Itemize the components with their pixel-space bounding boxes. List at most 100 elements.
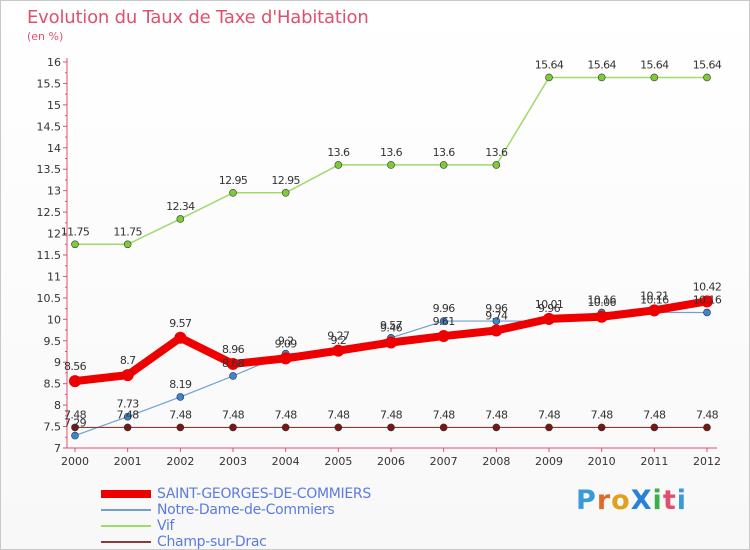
data-label: 8.7 xyxy=(120,354,136,367)
y-tick-label: 13.5 xyxy=(37,163,62,176)
data-label: 9.74 xyxy=(485,309,508,322)
data-label: 13.6 xyxy=(327,146,350,159)
y-tick-label: 9 xyxy=(54,356,61,369)
data-label: 7.48 xyxy=(117,408,140,421)
x-tick-label: 2010 xyxy=(588,455,616,468)
data-label: 12.34 xyxy=(166,200,195,213)
data-label: 7.48 xyxy=(538,408,561,421)
proxiti-logo: ProXiti xyxy=(576,485,687,516)
y-tick-label: 9.5 xyxy=(44,335,62,348)
chart-subtitle: (en %) xyxy=(27,30,64,43)
data-point xyxy=(597,423,606,432)
data-label: 15.64 xyxy=(587,58,616,71)
data-label: 15.64 xyxy=(535,58,564,71)
data-point xyxy=(650,73,659,82)
legend-item: SAINT-GEORGES-DE-COMMIERS xyxy=(101,486,371,502)
y-tick-label: 14.5 xyxy=(37,120,62,133)
data-point xyxy=(121,369,134,382)
y-tick-label: 8 xyxy=(54,399,61,412)
data-point xyxy=(545,73,553,82)
legend-swatch xyxy=(101,509,151,511)
x-tick-label: 2004 xyxy=(272,455,300,468)
data-label: 8.68 xyxy=(222,357,245,370)
data-point xyxy=(279,352,292,365)
data-label: 7.73 xyxy=(117,398,140,411)
data-point xyxy=(123,423,132,432)
x-tick-label: 2011 xyxy=(640,455,668,468)
data-label: 11.75 xyxy=(61,225,90,238)
data-point xyxy=(176,423,185,432)
data-point xyxy=(281,189,290,197)
data-label: 10.16 xyxy=(587,293,616,306)
data-point xyxy=(648,304,661,317)
x-tick-label: 2003 xyxy=(219,455,247,468)
data-point xyxy=(703,73,711,82)
x-tick-label: 2008 xyxy=(482,455,510,468)
data-point xyxy=(334,161,343,169)
data-point xyxy=(545,423,553,432)
data-label: 10.21 xyxy=(640,289,669,302)
y-tick-label: 10 xyxy=(47,313,61,326)
data-label: 10.42 xyxy=(693,280,722,293)
data-label: 10.06 xyxy=(587,296,616,309)
chart-title: Evolution du Taux de Taxe d'Habitation xyxy=(27,7,369,28)
data-point xyxy=(490,324,503,337)
x-tick-label: 2006 xyxy=(377,455,405,468)
data-label: 7.48 xyxy=(222,408,245,421)
data-label: 15.64 xyxy=(640,58,669,71)
data-label: 11.75 xyxy=(113,225,142,238)
data-label: 13.6 xyxy=(380,146,403,159)
legend-label: Vif xyxy=(157,518,175,534)
data-point xyxy=(387,161,395,169)
x-tick-label: 2000 xyxy=(61,455,89,468)
y-tick-label: 7 xyxy=(54,442,61,455)
data-label: 9.96 xyxy=(433,302,456,315)
data-point xyxy=(71,431,79,440)
data-point xyxy=(71,240,79,249)
data-point xyxy=(703,308,711,317)
x-tick-label: 2002 xyxy=(166,455,194,468)
y-tick-label: 10.5 xyxy=(37,292,62,305)
legend-swatch xyxy=(101,490,151,498)
data-label: 9.46 xyxy=(380,321,403,334)
data-label: 13.6 xyxy=(433,146,456,159)
y-tick-label: 11 xyxy=(47,270,61,283)
data-label: 12.95 xyxy=(271,174,300,187)
data-label: 7.48 xyxy=(275,408,298,421)
data-label: 10.16 xyxy=(693,293,722,306)
y-tick-label: 8.5 xyxy=(44,378,62,391)
y-tick-label: 13 xyxy=(47,185,61,198)
y-tick-label: 14 xyxy=(47,142,61,155)
y-tick-label: 15 xyxy=(47,99,61,112)
data-point xyxy=(543,312,555,325)
data-point xyxy=(597,73,606,82)
y-tick-label: 12 xyxy=(47,228,61,241)
data-label: 7.48 xyxy=(591,408,614,421)
data-point xyxy=(176,215,185,223)
data-point xyxy=(227,357,239,370)
data-point xyxy=(176,393,185,401)
data-label: 9.96 xyxy=(485,302,508,315)
data-point xyxy=(492,161,501,169)
data-point xyxy=(701,295,713,308)
data-label: 7.48 xyxy=(380,408,403,421)
data-label: 9.57 xyxy=(169,317,192,330)
data-label: 7.48 xyxy=(327,408,350,421)
data-label: 8.96 xyxy=(222,343,245,356)
data-label: 8.19 xyxy=(169,378,192,391)
data-label: 15.64 xyxy=(693,58,722,71)
x-tick-label: 2007 xyxy=(430,455,458,468)
data-point xyxy=(437,330,450,343)
data-label: 9.61 xyxy=(433,315,455,328)
data-point xyxy=(439,423,448,432)
data-point xyxy=(281,423,290,432)
data-point xyxy=(229,372,237,380)
x-tick-label: 2005 xyxy=(324,455,352,468)
y-tick-label: 7.5 xyxy=(44,421,62,434)
y-tick-label: 12.5 xyxy=(37,206,62,219)
data-point xyxy=(385,336,397,349)
data-label: 9.2 xyxy=(278,335,294,348)
data-label: 7.48 xyxy=(433,408,456,421)
data-point xyxy=(123,412,132,421)
